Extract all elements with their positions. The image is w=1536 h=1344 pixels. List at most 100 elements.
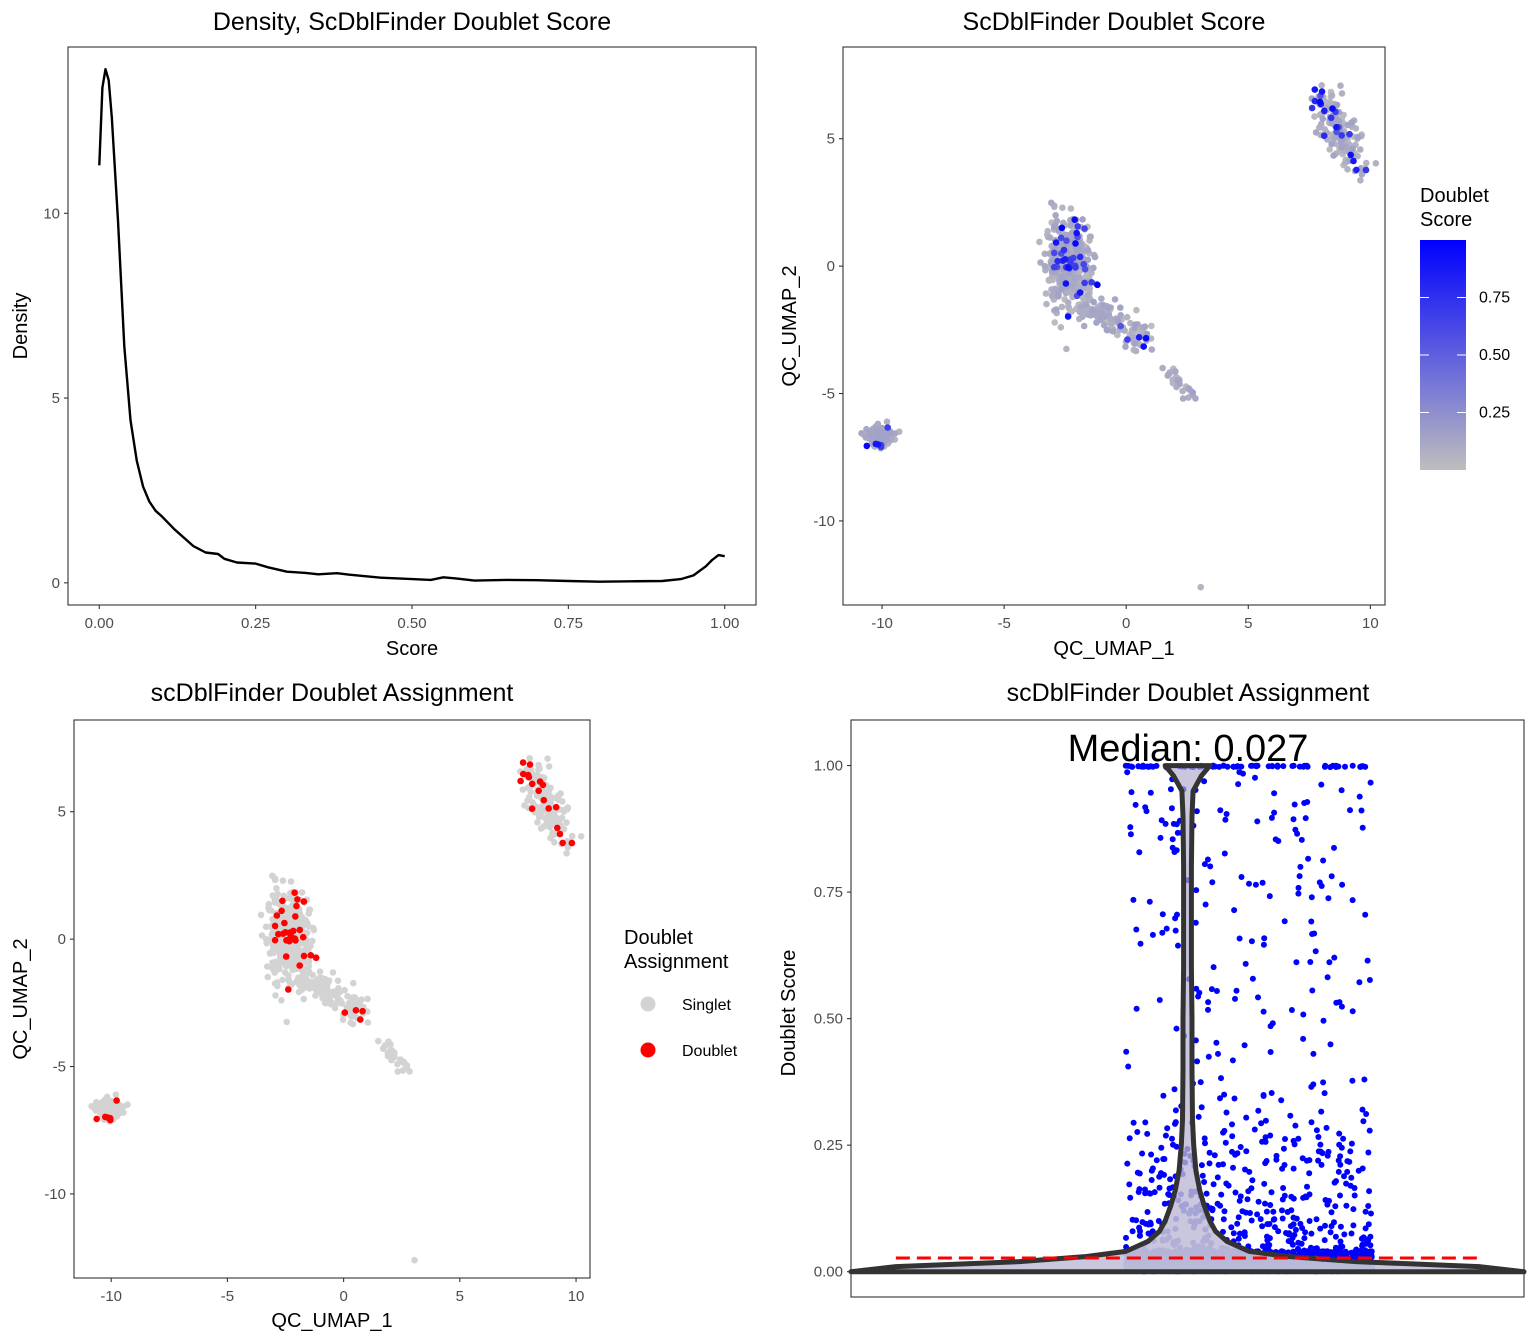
violin-point xyxy=(1347,1148,1354,1155)
umap-score-cell-point xyxy=(1357,146,1364,153)
violin-point xyxy=(1127,1194,1134,1201)
doublet-cell-point xyxy=(519,759,527,766)
violin-point xyxy=(1148,1177,1155,1183)
umap-score-cell-point xyxy=(1068,229,1076,237)
singlet-cell-point xyxy=(279,877,287,884)
violin-point xyxy=(1133,1217,1140,1224)
umap-score-cell-point xyxy=(1354,133,1361,141)
singlet-cell-point xyxy=(298,986,306,993)
singlet-cell-point xyxy=(332,990,340,998)
violin-point xyxy=(1349,1008,1356,1015)
violin-point xyxy=(1254,1211,1261,1218)
violin-point xyxy=(1229,1133,1236,1140)
umap-score-cell-point xyxy=(1346,130,1353,138)
violin-point xyxy=(1330,762,1336,769)
singlet-cell-point xyxy=(288,894,295,901)
umap-score-cell-point xyxy=(1141,323,1149,331)
umap-score-cell-point xyxy=(1041,250,1049,258)
violin-point xyxy=(1365,1221,1372,1228)
violin-point xyxy=(1249,1177,1256,1184)
violin-point xyxy=(1236,769,1243,776)
umap-assignment-panel: scDblFinder Doublet Assignment -10 -5 0 5 10… xyxy=(10,679,738,1332)
violin-point xyxy=(1349,762,1356,769)
violin-point xyxy=(1255,1107,1262,1114)
violin-point xyxy=(1365,1149,1372,1156)
violin-point xyxy=(1218,1075,1224,1082)
umap-score-cell-point xyxy=(1133,306,1140,314)
doublet-cell-point xyxy=(282,929,289,936)
umap-score-cell-point xyxy=(1074,223,1081,230)
violin-point xyxy=(1252,774,1258,781)
umap-score-cell-point xyxy=(1363,159,1370,167)
umap-score-cell-point xyxy=(1372,160,1380,167)
violin-point xyxy=(1279,1261,1286,1268)
violin-point xyxy=(1308,1230,1315,1237)
singlet-cell-point xyxy=(339,1016,347,1023)
violin-point xyxy=(1233,987,1240,994)
violin-point xyxy=(1335,1168,1342,1175)
violin-point xyxy=(1268,814,1275,821)
violin-point xyxy=(1208,986,1215,993)
violin-point xyxy=(1128,789,1135,796)
violin-point xyxy=(1261,1180,1268,1187)
umap-score-x-tick-label: -5 xyxy=(997,615,1010,632)
violin-point xyxy=(1220,1129,1227,1136)
violin-point xyxy=(1159,929,1166,936)
umap-score-cell-point xyxy=(1081,225,1088,232)
violin-point xyxy=(1216,1258,1223,1265)
singlet-cell-point xyxy=(577,833,585,840)
violin-point xyxy=(1188,1188,1195,1195)
violin-point xyxy=(1323,1124,1330,1131)
umap-score-cell-point xyxy=(1080,322,1088,330)
doublet-cell-point xyxy=(307,952,315,959)
violin-point xyxy=(1136,1170,1143,1177)
violin-point xyxy=(1274,762,1281,769)
violin-point xyxy=(1187,1153,1194,1159)
violin-point xyxy=(1142,1220,1149,1227)
umap-score-cell-point xyxy=(1333,101,1341,109)
umap-score-cell-point xyxy=(1132,347,1140,355)
violin-point xyxy=(1204,1258,1211,1265)
umap-score-cell-point xyxy=(1333,123,1340,131)
violin-point xyxy=(1209,879,1216,886)
violin-point xyxy=(1206,1149,1213,1156)
violin-point xyxy=(1266,1221,1273,1227)
umap-score-cell-point xyxy=(1048,199,1055,207)
umap-score-cell-point xyxy=(884,424,891,431)
doublet-cell-point xyxy=(312,954,320,962)
violin-point xyxy=(1190,1263,1197,1270)
violin-point xyxy=(1340,1135,1347,1142)
umap-score-cell-point xyxy=(1350,157,1357,165)
violin-point xyxy=(1214,1174,1221,1181)
umap-score-cell-point xyxy=(1114,331,1121,339)
violin-point xyxy=(1332,1203,1339,1210)
violin-point xyxy=(1231,907,1238,914)
density-panel-border xyxy=(67,46,757,606)
violin-point xyxy=(1272,836,1279,843)
singlet-cell-point xyxy=(521,802,528,809)
singlet-cell-point xyxy=(335,985,342,992)
violin-point xyxy=(1205,999,1212,1006)
singlet-cell-point xyxy=(534,819,541,826)
violin-point xyxy=(1208,1240,1215,1247)
violin-point xyxy=(1305,855,1312,862)
doublet-cell-point xyxy=(536,778,544,785)
violin-point xyxy=(1262,1200,1268,1207)
violin-point xyxy=(1252,881,1259,888)
violin-point xyxy=(1248,1217,1255,1224)
violin-point xyxy=(1133,926,1140,933)
singlet-cell-point xyxy=(280,892,288,900)
umap-score-cell-point xyxy=(1080,260,1087,268)
violin-point xyxy=(1304,799,1311,805)
violin-point xyxy=(1217,1095,1223,1102)
violin-point xyxy=(1187,1218,1194,1225)
violin-point xyxy=(1236,1197,1243,1204)
doublet-cell-point xyxy=(526,761,534,768)
violin-point xyxy=(1332,1233,1339,1240)
violin-point xyxy=(1335,1247,1342,1254)
violin-point xyxy=(1290,762,1297,769)
violin-panel-border xyxy=(850,719,1525,1298)
umap-score-cell-point xyxy=(1073,229,1080,237)
violin-point xyxy=(1255,994,1261,1001)
singlet-cell-point xyxy=(307,942,314,950)
